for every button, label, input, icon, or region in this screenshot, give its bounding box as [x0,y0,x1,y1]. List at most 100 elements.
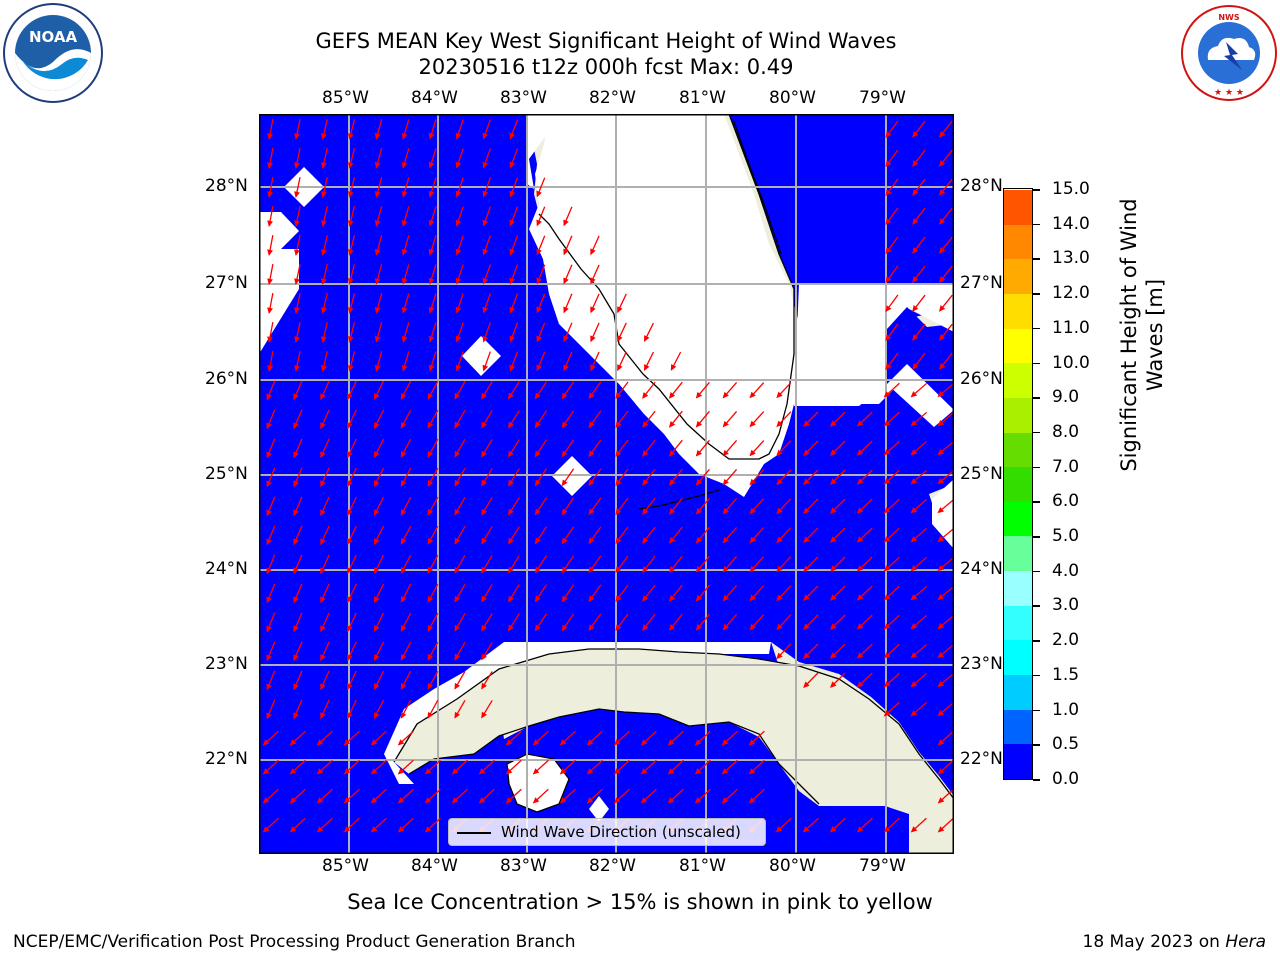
wave-arrow-head [883,826,891,833]
colorbar-segment [1004,224,1032,260]
wave-arrow-head [400,596,407,603]
wave-arrow-head [590,277,596,285]
wave-arrow-head [803,681,810,688]
wave-arrow-head [830,420,837,427]
wave-arrow-head [482,306,489,314]
wave-arrow-head [262,826,270,833]
wave-arrow-head [481,653,487,661]
wave-arrow-head [266,393,272,401]
wave-arrow-head [266,451,272,459]
wave-arrow-head [481,537,487,545]
wave-arrow-head [561,595,568,603]
wave-arrow-head [910,710,918,717]
wave-arrow-head [262,739,270,746]
wave-arrow-head [266,422,272,430]
colorbar-segment [1004,258,1032,294]
wave-arrow-head [534,479,541,487]
wave-arrow-head [617,306,623,314]
wave-arrow-head [695,507,703,515]
wave-arrow-head [776,565,783,573]
wave-arrow-head [401,364,408,372]
wave-arrow-head [343,768,351,775]
colorbar-tick-label: 0.0 [1052,769,1080,789]
wave-arrow-head [321,162,327,169]
wave-arrow-head [428,190,435,198]
lat-label-right: 25°N [960,464,1003,484]
wave-arrow-head [937,651,945,659]
wave-arrow-head [481,682,487,690]
wave-arrow-head [374,336,381,343]
wave-arrow-head [454,682,461,690]
wave-arrow-head [910,826,918,833]
wave-arrow-head [320,509,326,517]
lon-label-bottom: 79°W [859,856,906,876]
colorbar-tick-label: 2.0 [1052,630,1080,651]
wave-arrow-head [427,711,434,719]
wave-arrow-head [640,739,648,746]
wave-arrow-head [400,509,407,516]
wave-arrow-head [293,596,299,604]
colorbar-tick-label: 0.5 [1052,734,1080,755]
wave-arrow-head [373,712,380,719]
colorbar-segment [1004,605,1032,641]
wave-arrow-head [883,420,891,427]
colorbar-tick [1033,223,1040,226]
wave-arrow-head [668,392,676,399]
wave-arrow-head [267,133,273,140]
map-legend: Wind Wave Direction (unscaled) [448,818,766,846]
wave-arrow-head [590,248,596,256]
wave-arrow-head [400,480,407,487]
wave-arrow-head [776,594,783,602]
colorbar-tick-label: 13.0 [1052,248,1090,269]
wave-arrow-head [454,392,461,400]
wave-arrow-head [374,278,381,285]
wave-arrow-head [856,681,864,688]
wave-arrow-head [563,306,569,314]
wave-arrow-head [294,365,300,372]
wave-arrow-head [830,681,837,688]
colorbar-tick [1033,640,1040,642]
lon-label-bottom: 82°W [589,856,636,876]
wave-arrow-head [559,797,567,804]
wave-arrow-head [563,248,569,256]
wave-arrow-head [455,161,462,169]
colorbar-tick [1033,674,1040,677]
wave-arrow-head [397,768,405,775]
wave-arrow-head [749,420,756,428]
wave-arrow-head [803,449,810,456]
wave-arrow-head [289,739,297,746]
wave-arrow-head [482,190,489,198]
wave-arrow-head [534,537,541,545]
wave-arrow-head [454,711,461,719]
lat-label-right: 26°N [960,369,1003,389]
legend-line-icon [457,832,491,834]
wave-arrow-head [316,768,324,775]
wave-arrow-head [776,449,783,457]
wave-arrow-head [667,768,675,775]
wave-arrow-head [400,451,407,458]
wave-arrow-head [695,478,703,486]
wave-arrow-head [455,132,462,140]
wave-arrow-head [400,654,407,661]
wave-arrow-head [427,682,434,690]
wave-arrow-head [321,336,327,343]
wave-arrow-head [320,712,326,720]
wave-arrow-head [748,768,756,775]
wave-arrow-head [722,449,729,457]
wave-arrow-head [536,190,542,198]
wave-arrow-head [267,278,273,285]
lat-label-left: 25°N [205,464,248,484]
wave-arrow-head [937,680,945,688]
wave-arrow-head [534,624,541,632]
wave-arrow-head [885,363,892,370]
wave-arrow-head [856,536,864,543]
wave-arrow-head [267,162,273,169]
wave-arrow-head [561,479,568,487]
wave-arrow-head [939,247,946,254]
wave-arrow-head [883,507,891,514]
colorbar-tick-label: 8.0 [1052,421,1080,442]
wave-arrow-head [910,391,918,398]
wave-arrow-head [883,623,891,630]
wave-arrow-head [590,364,596,372]
wave-arrow-head [347,422,353,430]
